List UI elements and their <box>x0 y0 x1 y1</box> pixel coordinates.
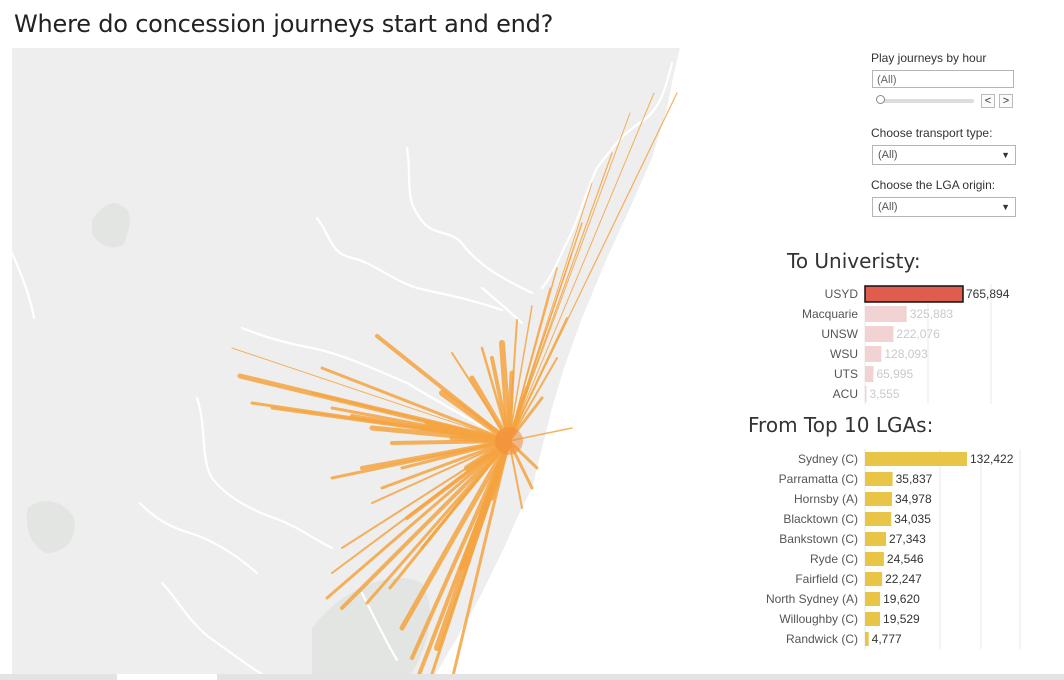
bar[interactable] <box>865 632 869 646</box>
park-area <box>312 578 430 680</box>
chevron-down-icon: ▼ <box>1001 150 1010 160</box>
category-label: USYD <box>825 287 859 301</box>
hour-filter-label: Play journeys by hour <box>871 51 987 65</box>
bar[interactable] <box>865 512 892 526</box>
bar[interactable] <box>865 472 893 486</box>
hour-filter-input[interactable]: (All) <box>872 70 1014 88</box>
value-label: 19,529 <box>883 612 920 626</box>
chevron-down-icon: ▼ <box>1001 202 1010 212</box>
park-area <box>92 203 130 248</box>
transport-dropdown[interactable]: (All) ▼ <box>872 145 1016 165</box>
journey-line <box>508 92 655 442</box>
value-label: 765,894 <box>966 287 1010 301</box>
hour-slider-track[interactable] <box>880 99 974 103</box>
category-label: WSU <box>830 347 858 361</box>
page-title: Where do concession journeys start and e… <box>14 10 554 38</box>
category-label: Fairfield (C) <box>795 572 858 586</box>
value-label: 325,883 <box>910 307 954 321</box>
journey-line <box>320 366 511 443</box>
hub-marker <box>495 427 523 455</box>
value-label: 3,555 <box>870 387 900 401</box>
category-label: Blacktown (C) <box>783 512 858 526</box>
category-label: Macquarie <box>802 307 858 321</box>
next-hour-button[interactable]: > <box>999 94 1013 108</box>
journey-line <box>420 439 511 550</box>
value-label: 65,995 <box>876 367 913 381</box>
value-label: 22,247 <box>885 572 922 586</box>
category-label: Sydney (C) <box>798 452 858 466</box>
journey-line <box>380 439 511 490</box>
journey-line <box>371 440 510 504</box>
category-label: UTS <box>834 367 858 381</box>
transport-dropdown-value: (All) <box>878 149 898 161</box>
journey-line <box>231 347 510 442</box>
sheet-tab-bar <box>0 674 1064 680</box>
journey-lines <box>231 92 678 680</box>
map-canvas[interactable] <box>12 48 736 680</box>
value-label: 34,978 <box>895 492 932 506</box>
journey-line <box>325 439 511 600</box>
hour-slider-thumb[interactable] <box>876 95 885 104</box>
category-label: UNSW <box>821 327 858 341</box>
category-label: North Sydney (A) <box>766 592 858 606</box>
lga-chart-title: From Top 10 LGAs: <box>748 413 934 437</box>
journey-map[interactable] <box>12 48 736 680</box>
category-label: Hornsby (A) <box>794 492 858 506</box>
journey-line <box>508 305 533 442</box>
value-label: 4,777 <box>872 632 902 646</box>
bar[interactable] <box>865 366 874 382</box>
bar[interactable] <box>865 532 887 546</box>
journey-line <box>399 438 512 631</box>
journey-line <box>330 439 511 480</box>
university-chart-title: To Univeristy: <box>787 249 921 273</box>
category-label: ACU <box>833 387 858 401</box>
value-label: 128,093 <box>884 347 928 361</box>
category-label: Willoughby (C) <box>779 612 858 626</box>
prev-hour-button[interactable]: < <box>981 94 995 108</box>
value-label: 132,422 <box>970 452 1014 466</box>
lga-dropdown-value: (All) <box>878 201 898 213</box>
bar[interactable] <box>865 592 881 606</box>
university-bar-chart[interactable]: USYD 765,894 Macquarie 325,883 UNSW 222,076 WS… <box>740 284 1030 406</box>
bar[interactable] <box>864 285 964 303</box>
lga-bar-chart[interactable]: Sydney (C) 132,422 Parramatta (C) 35,837 Hor… <box>740 449 1040 651</box>
bar[interactable] <box>865 572 883 586</box>
bar[interactable] <box>865 346 882 362</box>
category-label: Parramatta (C) <box>779 472 858 486</box>
journey-line <box>508 357 558 442</box>
lga-dropdown[interactable]: (All) ▼ <box>872 197 1016 217</box>
value-label: 34,035 <box>894 512 931 526</box>
bar[interactable] <box>865 306 907 322</box>
bar[interactable] <box>865 452 967 466</box>
category-label: Ryde (C) <box>810 552 858 566</box>
bar[interactable] <box>865 612 881 626</box>
value-label: 24,546 <box>887 552 924 566</box>
park-area <box>26 501 75 553</box>
bar[interactable] <box>865 552 884 566</box>
value-label: 222,076 <box>896 327 940 341</box>
bar[interactable] <box>865 386 867 402</box>
bar[interactable] <box>865 326 894 342</box>
value-label: 19,620 <box>883 592 920 606</box>
rivers <box>12 61 674 680</box>
ocean <box>432 48 736 680</box>
sheet-tab-active[interactable] <box>117 674 217 680</box>
value-label: 27,343 <box>889 532 926 546</box>
bar[interactable] <box>865 492 892 506</box>
transport-filter-label: Choose transport type: <box>871 126 993 140</box>
value-label: 35,837 <box>896 472 933 486</box>
category-label: Randwick (C) <box>786 632 858 646</box>
journey-line <box>508 317 568 442</box>
category-label: Bankstown (C) <box>779 532 858 546</box>
lga-filter-label: Choose the LGA origin: <box>871 178 996 192</box>
journey-line <box>340 439 511 610</box>
